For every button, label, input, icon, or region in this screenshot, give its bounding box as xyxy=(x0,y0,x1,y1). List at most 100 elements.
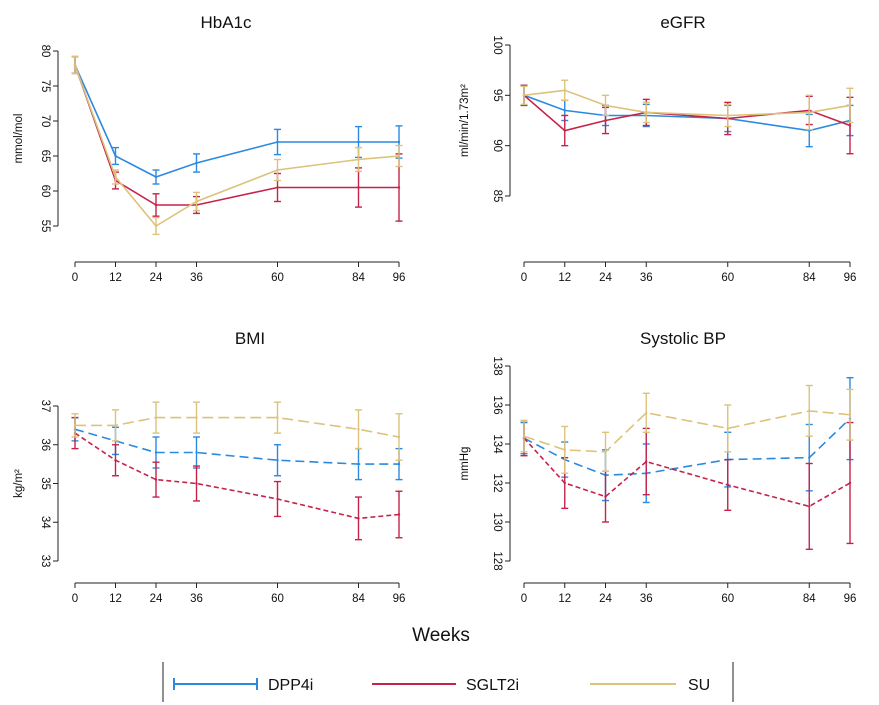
data-point xyxy=(563,89,566,92)
data-point xyxy=(848,104,852,107)
y-tick-label: 100 xyxy=(491,35,503,54)
y-tick-label: 95 xyxy=(491,89,503,102)
data-point xyxy=(357,186,360,189)
y-tick-label: 130 xyxy=(491,512,503,531)
data-point xyxy=(195,451,198,454)
y-tick-label: 34 xyxy=(39,516,51,529)
y-tick-label: 55 xyxy=(39,220,51,233)
x-tick-label: 36 xyxy=(190,272,203,284)
y-tick-label: 35 xyxy=(39,477,51,490)
y-tick-label: 134 xyxy=(491,434,503,454)
series-dpp4i xyxy=(71,416,403,481)
y-tick-label: 85 xyxy=(491,190,503,203)
series-line-su xyxy=(523,410,851,453)
series-dpp4i xyxy=(520,377,854,504)
data-point xyxy=(808,456,811,459)
data-point xyxy=(154,203,158,207)
data-point xyxy=(357,517,360,520)
x-tick-label: 84 xyxy=(803,272,816,284)
x-tick-label: 36 xyxy=(640,593,653,605)
y-tick-label: 132 xyxy=(491,473,503,492)
series-su xyxy=(71,55,403,236)
series-line-dpp4i xyxy=(523,418,851,477)
y-axis-label: mmol/mol xyxy=(13,114,25,164)
series-line-sglt2i xyxy=(523,437,851,508)
y-tick-label: 138 xyxy=(491,356,503,375)
data-point xyxy=(563,448,566,452)
data-point xyxy=(848,413,852,416)
data-point xyxy=(563,129,566,132)
data-point xyxy=(154,451,158,454)
data-point xyxy=(73,424,77,427)
series-sglt2i xyxy=(520,84,854,155)
x-tick-label: 96 xyxy=(844,272,857,284)
x-tick-label: 84 xyxy=(803,593,816,605)
data-point xyxy=(276,459,279,462)
data-point xyxy=(195,161,198,165)
data-point xyxy=(195,200,198,203)
panel-systolic-bp: Systolic BP 128 130 132 134 136 138 mmHg 0 12 24 36… xyxy=(459,329,856,605)
x-tick-label: 36 xyxy=(640,272,653,284)
x-tick-label: 12 xyxy=(558,272,571,284)
data-point xyxy=(357,158,360,161)
x-tick-label: 12 xyxy=(558,593,571,605)
panel-egfr: eGFR 85 90 95 100 ml/min/1.73m² 0 12 24 36 60 84 96 xyxy=(459,13,856,284)
y-tick-label: 70 xyxy=(39,115,51,128)
chart-title: HbA1c xyxy=(200,13,252,32)
y-axis-label: ml/min/1.73m² xyxy=(459,84,471,157)
data-point xyxy=(114,424,117,427)
data-point xyxy=(276,497,279,501)
data-point xyxy=(848,124,852,127)
legend-item-su: SU xyxy=(590,677,710,694)
data-point xyxy=(357,428,360,431)
data-point xyxy=(808,111,811,114)
chart-title: eGFR xyxy=(660,13,705,32)
chart-title: Systolic BP xyxy=(640,329,726,348)
data-point xyxy=(604,119,607,122)
data-point xyxy=(397,513,401,516)
data-point xyxy=(397,140,401,144)
series-sglt2i xyxy=(71,55,403,222)
data-point xyxy=(522,94,526,97)
data-point xyxy=(357,462,360,466)
x-tick-label: 84 xyxy=(352,272,365,284)
data-point xyxy=(808,409,811,413)
data-point xyxy=(604,450,607,453)
x-tick-label: 0 xyxy=(521,272,527,284)
x-tick-label: 24 xyxy=(150,593,163,605)
series-dpp4i xyxy=(71,55,403,185)
data-point xyxy=(726,483,729,487)
x-tick-label: 60 xyxy=(271,272,284,284)
data-point xyxy=(645,460,648,463)
series-sglt2i xyxy=(520,419,854,550)
data-point xyxy=(276,168,279,172)
panel-hba1c: HbA1c 55 60 65 70 75 80 mmol/mol 0 12 24 36 60 84 96 xyxy=(13,13,405,284)
y-axis-label: mmHg xyxy=(459,447,471,481)
x-tick-label: 24 xyxy=(599,593,612,605)
y-tick-label: 60 xyxy=(39,185,51,198)
x-tick-label: 96 xyxy=(393,272,406,284)
data-point xyxy=(276,186,279,189)
data-point xyxy=(563,481,566,485)
legend-label-dpp4i: DPP4i xyxy=(268,677,313,694)
data-point xyxy=(645,111,648,114)
x-tick-label: 0 xyxy=(521,593,527,605)
x-tick-label: 60 xyxy=(721,272,734,284)
data-point xyxy=(848,481,852,485)
x-tick-label: 96 xyxy=(393,593,406,605)
x-tick-label: 36 xyxy=(190,593,203,605)
y-tick-label: 90 xyxy=(491,139,503,152)
x-tick-label: 0 xyxy=(72,593,78,605)
series-line-dpp4i xyxy=(74,428,399,465)
data-point xyxy=(154,224,158,228)
x-tick-label: 96 xyxy=(844,593,857,605)
data-point xyxy=(73,63,77,67)
data-point xyxy=(154,416,158,419)
x-tick-label: 12 xyxy=(109,272,122,284)
data-point xyxy=(154,478,158,481)
data-point xyxy=(154,175,158,179)
y-tick-label: 128 xyxy=(491,551,503,570)
x-tick-label: 24 xyxy=(150,272,163,284)
y-tick-label: 80 xyxy=(39,45,51,58)
